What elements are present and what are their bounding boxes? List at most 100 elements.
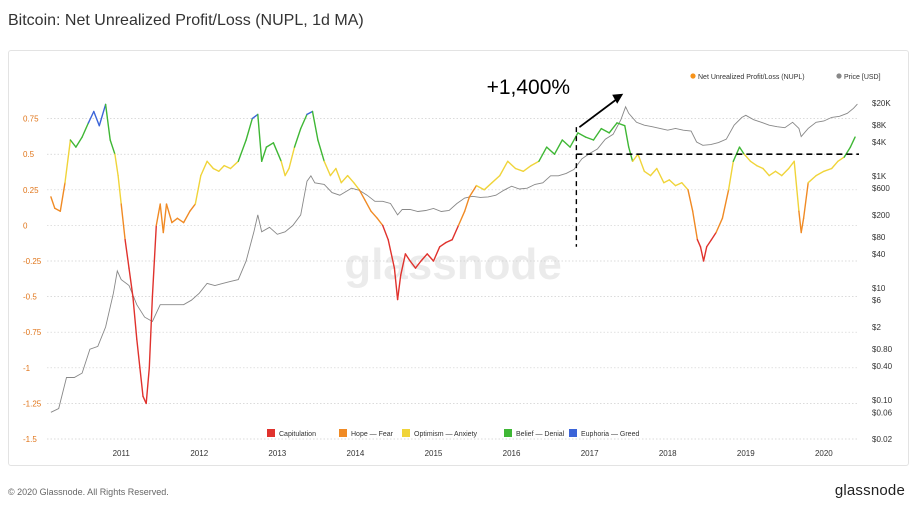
nupl-segment [483,181,493,191]
watermark-text: glassnode [344,240,562,289]
nupl-segment [364,199,372,212]
nupl-segment [136,338,141,369]
nupl-segment [404,253,411,262]
nupl-segment [409,260,417,269]
nupl-segment [756,164,764,170]
nupl-segment [727,160,734,191]
y-right-tick-label: $0.06 [872,408,893,417]
nupl-segment [663,179,670,184]
nupl-segment [182,210,191,224]
nupl-segment [802,181,809,220]
nupl-segment [781,167,790,177]
nupl-segment [260,146,268,163]
chart-panel: glassnode 0.75 0.5 0.25 0 -0.25 -0.5 -0.75 -1 -1.… [8,50,909,466]
annotation-arrow-line [578,96,620,128]
nupl-segment [335,167,342,184]
nupl-segment [507,160,517,170]
nupl-segment [265,142,275,148]
nupl-segment [538,146,548,163]
nupl-segment [815,170,825,177]
y-left-tick-label: 0.25 [23,186,39,195]
nupl-segment [306,110,314,116]
nupl-segment [284,167,290,177]
x-tick-label: 2020 [815,449,833,458]
nupl-segment [218,164,225,173]
legend-zone-swatch [402,429,410,437]
nupl-segment [468,184,478,198]
nupl-segment [162,203,168,234]
nupl-segment [743,153,752,163]
nupl-segment [194,174,202,205]
nupl-segment [749,160,758,167]
nupl-segment [109,139,116,155]
nupl-segment [311,110,319,141]
nupl-segment [706,238,713,248]
nupl-segment [165,203,173,224]
legend-top-label: Net Unrealized Profit/Loss (NUPL) [698,74,805,81]
nupl-segment [768,170,777,177]
legend-top-swatch [836,73,842,79]
nupl-segment [800,217,805,234]
nupl-segment [396,274,402,301]
x-tick-label: 2019 [737,449,755,458]
nupl-segment [104,103,111,141]
nupl-segment [608,122,618,134]
nupl-segment [317,139,325,163]
nupl-segment [457,210,466,227]
nupl-segment [553,139,563,155]
y-right-tick-label: $6 [872,296,881,305]
y-right-tick-label: $1K [872,172,887,181]
nupl-segment [145,367,151,405]
nupl-segment [788,160,795,170]
x-tick-label: 2012 [190,449,208,458]
nupl-segment [475,184,485,191]
nupl-segment [807,174,817,184]
brand-logo: glassnode [834,482,905,499]
nupl-segment [382,224,389,241]
nupl-segment [420,253,428,262]
nupl-segment [151,224,158,298]
y-right-tick-label: $4K [872,138,887,147]
y-left-tick-label: 0.75 [23,115,39,124]
nupl-segment [699,246,705,262]
y-left-tick-label: -1.25 [23,399,42,408]
nupl-segment [600,127,610,134]
nupl-segment [237,139,247,163]
nupl-segment [530,160,540,167]
y-right-tick-label: $200 [872,211,890,220]
x-tick-label: 2015 [425,449,443,458]
nupl-segment [114,153,119,177]
nupl-segment [616,122,626,127]
y-right-tick-label: $600 [872,184,890,193]
nupl-segment [98,103,107,127]
y-right-tick-label: $40 [872,250,886,259]
nupl-segment [721,189,730,220]
legend-top-label: Price [USD] [844,74,881,81]
legend-zone-swatch [339,429,347,437]
nupl-segment [358,189,366,201]
y-right-tick-label: $80 [872,233,886,242]
nupl-segment [674,181,683,187]
nupl-segment [696,238,702,248]
nupl-segment [738,146,745,155]
legend-zone-swatch [504,429,512,437]
nupl-segment [656,167,665,184]
nupl-segment [64,139,72,184]
nupl-segment [592,127,602,141]
nupl-segment [81,122,90,138]
nupl-segment [206,160,215,170]
copyright-text: © 2020 Glassnode. All Rights Reserved. [8,487,169,497]
nupl-segment [139,367,144,397]
nupl-segment [577,132,587,138]
legend-top-swatch [690,73,696,79]
x-tick-label: 2016 [503,449,521,458]
nupl-segment [251,113,259,120]
nupl-segment [631,153,639,163]
nupl-segment [93,110,101,127]
nupl-segment [823,167,833,173]
nupl-segment [426,253,435,262]
nupl-segment [585,136,595,141]
nupl-segment [514,167,524,173]
y-left-tick-label: 0.5 [23,150,35,159]
nupl-segment [189,203,197,212]
